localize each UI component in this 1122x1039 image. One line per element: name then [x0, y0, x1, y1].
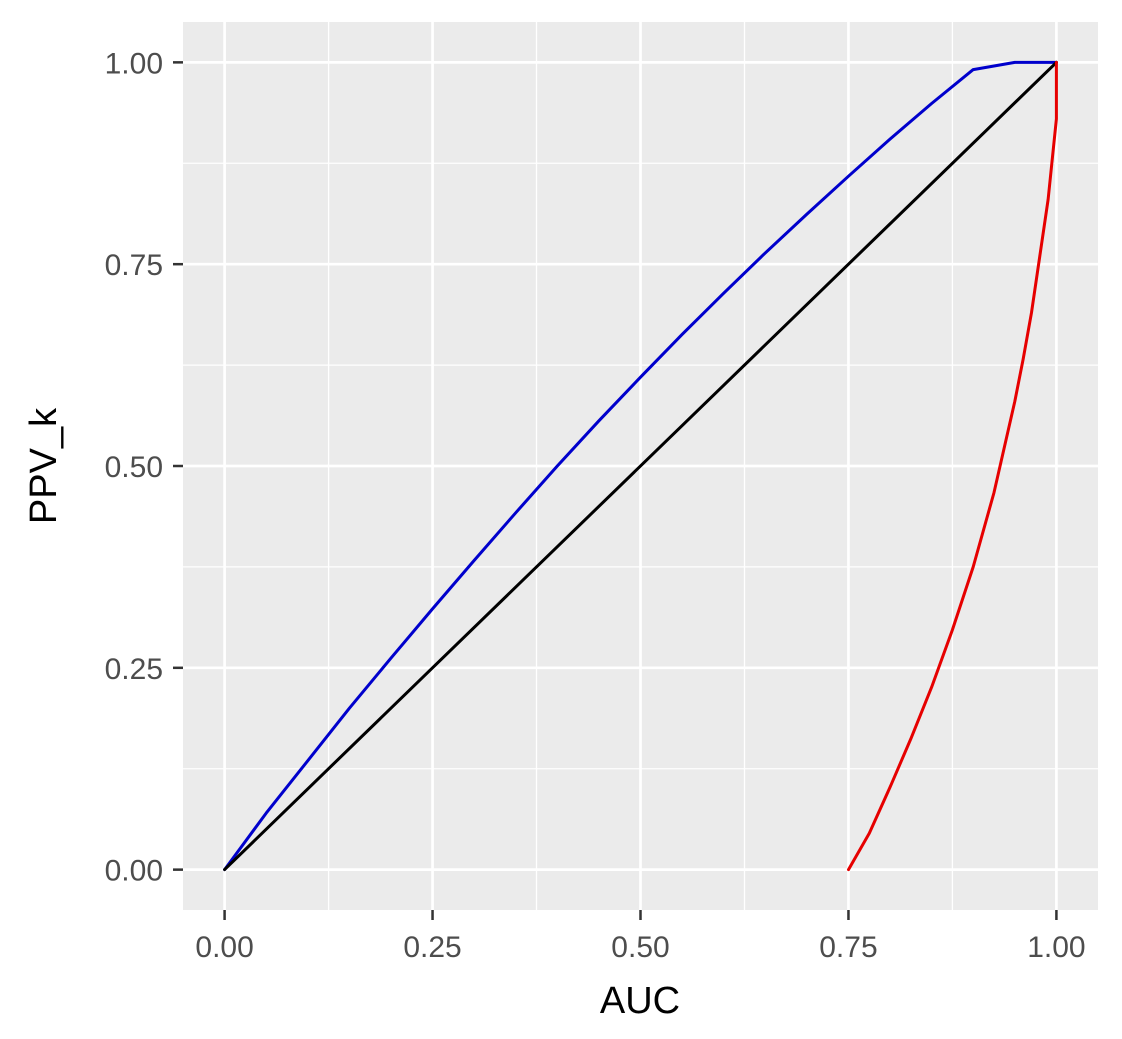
x-axis-title: AUC	[600, 980, 680, 1022]
axis-ticks: 0.00 0.00 0.25 0.25 0.50 0.50 0.75 0.75 1.00 1.00	[105, 47, 1086, 964]
y-tick-label: 0.75	[105, 249, 163, 282]
x-tick-label: 0.75	[819, 931, 877, 964]
series-line-3	[847, 60, 1058, 872]
y-tick-label: 0.25	[105, 653, 163, 686]
x-tick-label: 0.25	[403, 931, 461, 964]
series-line-2	[223, 60, 1058, 872]
x-tick-label: 0.50	[611, 931, 669, 964]
series-line-1	[223, 60, 1058, 872]
y-axis-title: PPV_k	[23, 407, 65, 524]
x-tick-label: 1.00	[1027, 931, 1085, 964]
y-tick-label: 0.50	[105, 451, 163, 484]
x-tick-label: 0.00	[195, 931, 253, 964]
y-tick-label: 0.00	[105, 855, 163, 888]
data-series	[223, 60, 1058, 872]
y-tick-label: 1.00	[105, 47, 163, 80]
